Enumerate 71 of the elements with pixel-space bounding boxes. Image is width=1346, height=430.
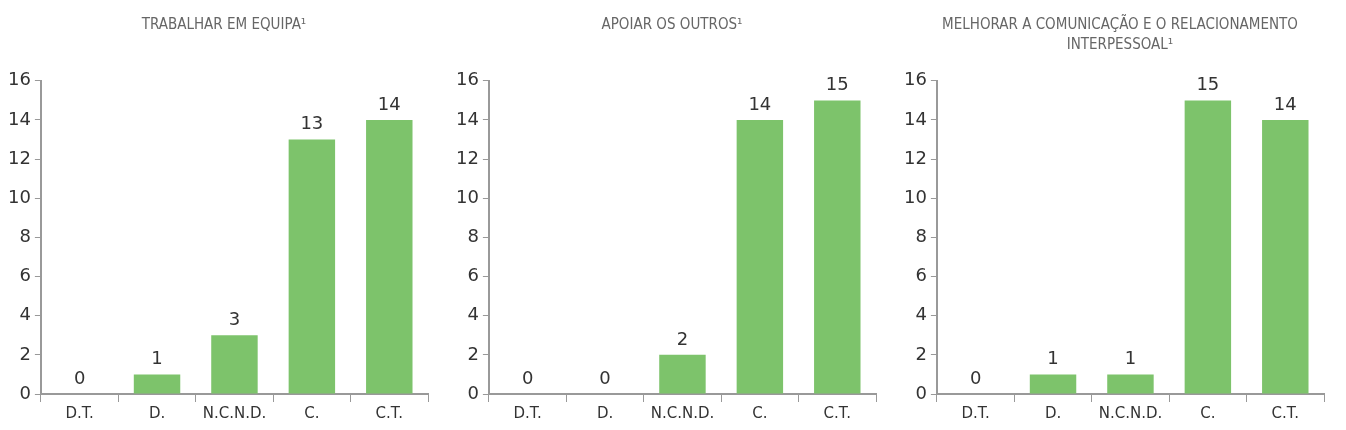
x-tick-label: C.T.: [823, 403, 851, 422]
y-tick-label: 12: [8, 146, 31, 168]
bar: [211, 335, 258, 394]
data-label: 1: [1047, 347, 1059, 369]
data-label: 14: [748, 92, 772, 114]
x-tick-label: N.C.N.D.: [1098, 403, 1163, 422]
data-label: 1: [151, 347, 163, 369]
y-tick-label: 10: [904, 185, 927, 207]
y-tick-label: 2: [19, 342, 31, 364]
data-label: 3: [228, 307, 241, 329]
y-tick-label: 16: [456, 68, 479, 90]
data-label: 0: [969, 366, 982, 388]
bar: [659, 354, 706, 394]
y-tick-label: 4: [19, 303, 31, 325]
y-tick-label: 16: [8, 68, 31, 90]
y-tick-label: 6: [467, 264, 479, 286]
y-tick-label: 10: [8, 185, 31, 207]
data-label: 13: [300, 112, 324, 134]
data-label: 14: [377, 92, 401, 114]
y-tick-label: 8: [915, 225, 927, 247]
data-label: 0: [73, 366, 86, 388]
x-tick-label: C.T.: [1271, 403, 1299, 422]
bar: [1184, 100, 1232, 394]
x-tick-label: D.: [1044, 403, 1062, 422]
x-tick-label: C.T.: [375, 403, 403, 422]
x-tick-label: D.T.: [65, 403, 94, 422]
x-tick-label: D.T.: [961, 403, 990, 422]
bar: [133, 374, 181, 394]
data-label: 15: [825, 73, 849, 95]
x-tick-label: C.: [752, 403, 768, 422]
bar: [288, 139, 336, 394]
y-tick-label: 12: [456, 146, 479, 168]
y-tick-label: 0: [19, 381, 31, 403]
data-label: 0: [521, 366, 534, 388]
y-tick-label: 14: [456, 107, 479, 129]
data-label: 15: [1196, 73, 1220, 95]
x-tick-label: N.C.N.D.: [650, 403, 715, 422]
bar: [1262, 119, 1309, 394]
y-tick-label: 4: [467, 303, 479, 325]
x-tick-label: C.: [304, 403, 320, 422]
y-tick-label: 4: [915, 303, 927, 325]
bar: [736, 119, 784, 394]
y-tick-label: 0: [915, 381, 927, 403]
y-tick-label: 10: [456, 185, 479, 207]
x-tick-label: D.: [596, 403, 614, 422]
chart-title: MELHORAR A COMUNICAÇÃO E O RELACIONAMENTO INTERPESSOAL¹: [941, 13, 1299, 55]
y-tick-label: 8: [19, 225, 31, 247]
chart-title: TRABALHAR EM EQUIPA¹: [140, 14, 308, 35]
y-tick-label: 6: [19, 264, 31, 286]
x-tick-label: D.T.: [513, 403, 542, 422]
x-tick-label: N.C.N.D.: [202, 403, 267, 422]
data-label: 1: [1124, 347, 1137, 369]
y-tick-label: 0: [467, 381, 479, 403]
y-tick-label: 8: [467, 225, 479, 247]
data-label: 14: [1273, 92, 1297, 114]
y-tick-label: 14: [8, 107, 31, 129]
bar: [814, 100, 861, 394]
bar: [1107, 374, 1154, 394]
chart-title: APOIAR OS OUTROS¹: [600, 14, 744, 35]
y-tick-label: 12: [904, 146, 927, 168]
data-label: 2: [676, 327, 689, 349]
y-tick-label: 14: [904, 107, 927, 129]
bar: [366, 119, 413, 394]
x-tick-label: D.: [148, 403, 166, 422]
data-label: 0: [599, 366, 611, 388]
x-tick-label: C.: [1200, 403, 1216, 422]
y-tick-label: 2: [915, 342, 927, 364]
y-tick-label: 2: [467, 342, 479, 364]
y-tick-label: 6: [915, 264, 927, 286]
y-tick-label: 16: [904, 68, 927, 90]
bar: [1029, 374, 1077, 394]
